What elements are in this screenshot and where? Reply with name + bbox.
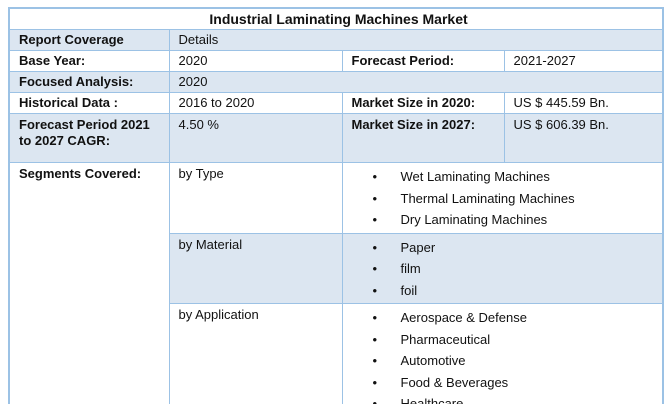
segment-items-by-type: • Wet Laminating Machines • Thermal Lamina… <box>341 162 664 234</box>
list-item-label: Wet Laminating Machines <box>400 169 550 184</box>
forecast-period-label: Forecast Period: <box>341 50 505 72</box>
list-item-label: foil <box>400 282 418 298</box>
segments-covered-label: Segments Covered: <box>8 162 170 404</box>
forecast-cagr-value: 4.50 % <box>168 113 343 163</box>
list-item-label: Dry Laminating Machines <box>400 212 548 227</box>
bullet-icon: • <box>372 190 378 206</box>
bullet-icon: • <box>372 169 378 184</box>
list-item: • Automotive <box>373 350 659 372</box>
list-item-label: film <box>400 261 421 276</box>
table-row-focused-analysis: Focused Analysis: 2020 <box>8 71 664 93</box>
bullet-icon: • <box>372 310 378 325</box>
list-item: • Healthcare <box>373 393 659 404</box>
table-row-segments-by-application: by Application • Aerospace & Defense • Pha… <box>9 303 664 404</box>
list-item-label: Automotive <box>400 353 466 368</box>
bullet-icon: • <box>372 396 378 404</box>
list-item: • Paper <box>373 237 659 259</box>
market-size-2020-label: Market Size in 2020: <box>341 92 505 114</box>
historical-data-label: Historical Data : <box>8 92 170 114</box>
page-title: Industrial Laminating Machines Market <box>8 7 664 30</box>
report-coverage-value: Details <box>168 29 664 51</box>
bullet-icon: • <box>372 239 378 255</box>
table-row-base-year: Base Year: 2020 Forecast Period: 2021-20… <box>8 50 664 72</box>
list-item: • film <box>373 258 659 280</box>
list-item-label: Healthcare <box>400 396 464 404</box>
list-item: • Pharmaceutical <box>373 329 659 351</box>
table-row-title: Industrial Laminating Machines Market <box>8 7 664 30</box>
forecast-cagr-label: Forecast Period 2021 to 2027 CAGR: <box>8 113 170 163</box>
list-item: • foil <box>373 280 659 302</box>
list-item: • Wet Laminating Machines <box>373 166 659 188</box>
historical-data-value: 2016 to 2020 <box>168 92 343 114</box>
table-row-segments-by-material: by Material • Paper • film • foil <box>9 232 664 304</box>
table-row-forecast-cagr: Forecast Period 2021 to 2027 CAGR: 4.50 … <box>8 113 664 163</box>
list-item: • Food & Beverages <box>373 372 659 394</box>
by-type-list: • Wet Laminating Machines • Thermal Lamina… <box>352 166 659 231</box>
market-size-2027-value: US $ 606.39 Bn. <box>503 113 664 163</box>
table-row-report-coverage: Report Coverage Details <box>8 29 664 51</box>
segment-group-by-type: by Type <box>168 162 343 234</box>
list-item: • Thermal Laminating Machines <box>373 188 659 210</box>
base-year-label: Base Year: <box>8 50 170 72</box>
focused-analysis-label: Focused Analysis: <box>8 71 170 93</box>
table-row-segments-by-type: Segments Covered: by Type • Wet Laminatin… <box>8 162 664 404</box>
list-item: • Aerospace & Defense <box>373 307 659 329</box>
forecast-period-value: 2021-2027 <box>503 50 664 72</box>
list-item-label: Paper <box>400 239 436 255</box>
list-item: • Dry Laminating Machines <box>373 209 659 231</box>
market-report-table: Industrial Laminating Machines Market Re… <box>8 7 665 404</box>
segment-items-by-material: • Paper • film • foil <box>341 232 664 304</box>
bullet-icon: • <box>372 212 378 227</box>
segment-items-by-application: • Aerospace & Defense • Pharmaceutical • Au… <box>341 303 664 404</box>
bullet-icon: • <box>372 331 378 347</box>
by-application-list: • Aerospace & Defense • Pharmaceutical • Au… <box>352 307 659 404</box>
market-size-2027-label: Market Size in 2027: <box>341 113 505 163</box>
base-year-value: 2020 <box>168 50 343 72</box>
market-size-2020-value: US $ 445.59 Bn. <box>503 92 664 114</box>
list-item-label: Thermal Laminating Machines <box>400 190 575 206</box>
bullet-icon: • <box>372 374 378 390</box>
segment-group-by-application: by Application <box>168 303 343 404</box>
bullet-icon: • <box>372 353 378 368</box>
list-item-label: Pharmaceutical <box>400 331 491 347</box>
focused-analysis-value: 2020 <box>168 71 664 93</box>
list-item-label: Food & Beverages <box>400 374 509 390</box>
list-item-label: Aerospace & Defense <box>400 310 527 325</box>
report-coverage-label: Report Coverage <box>8 29 170 51</box>
bullet-icon: • <box>372 282 378 298</box>
table-row-historical-data: Historical Data : 2016 to 2020 Market Si… <box>8 92 664 114</box>
by-material-list: • Paper • film • foil <box>352 237 659 302</box>
segment-group-by-material: by Material <box>168 232 343 304</box>
bullet-icon: • <box>372 261 378 276</box>
